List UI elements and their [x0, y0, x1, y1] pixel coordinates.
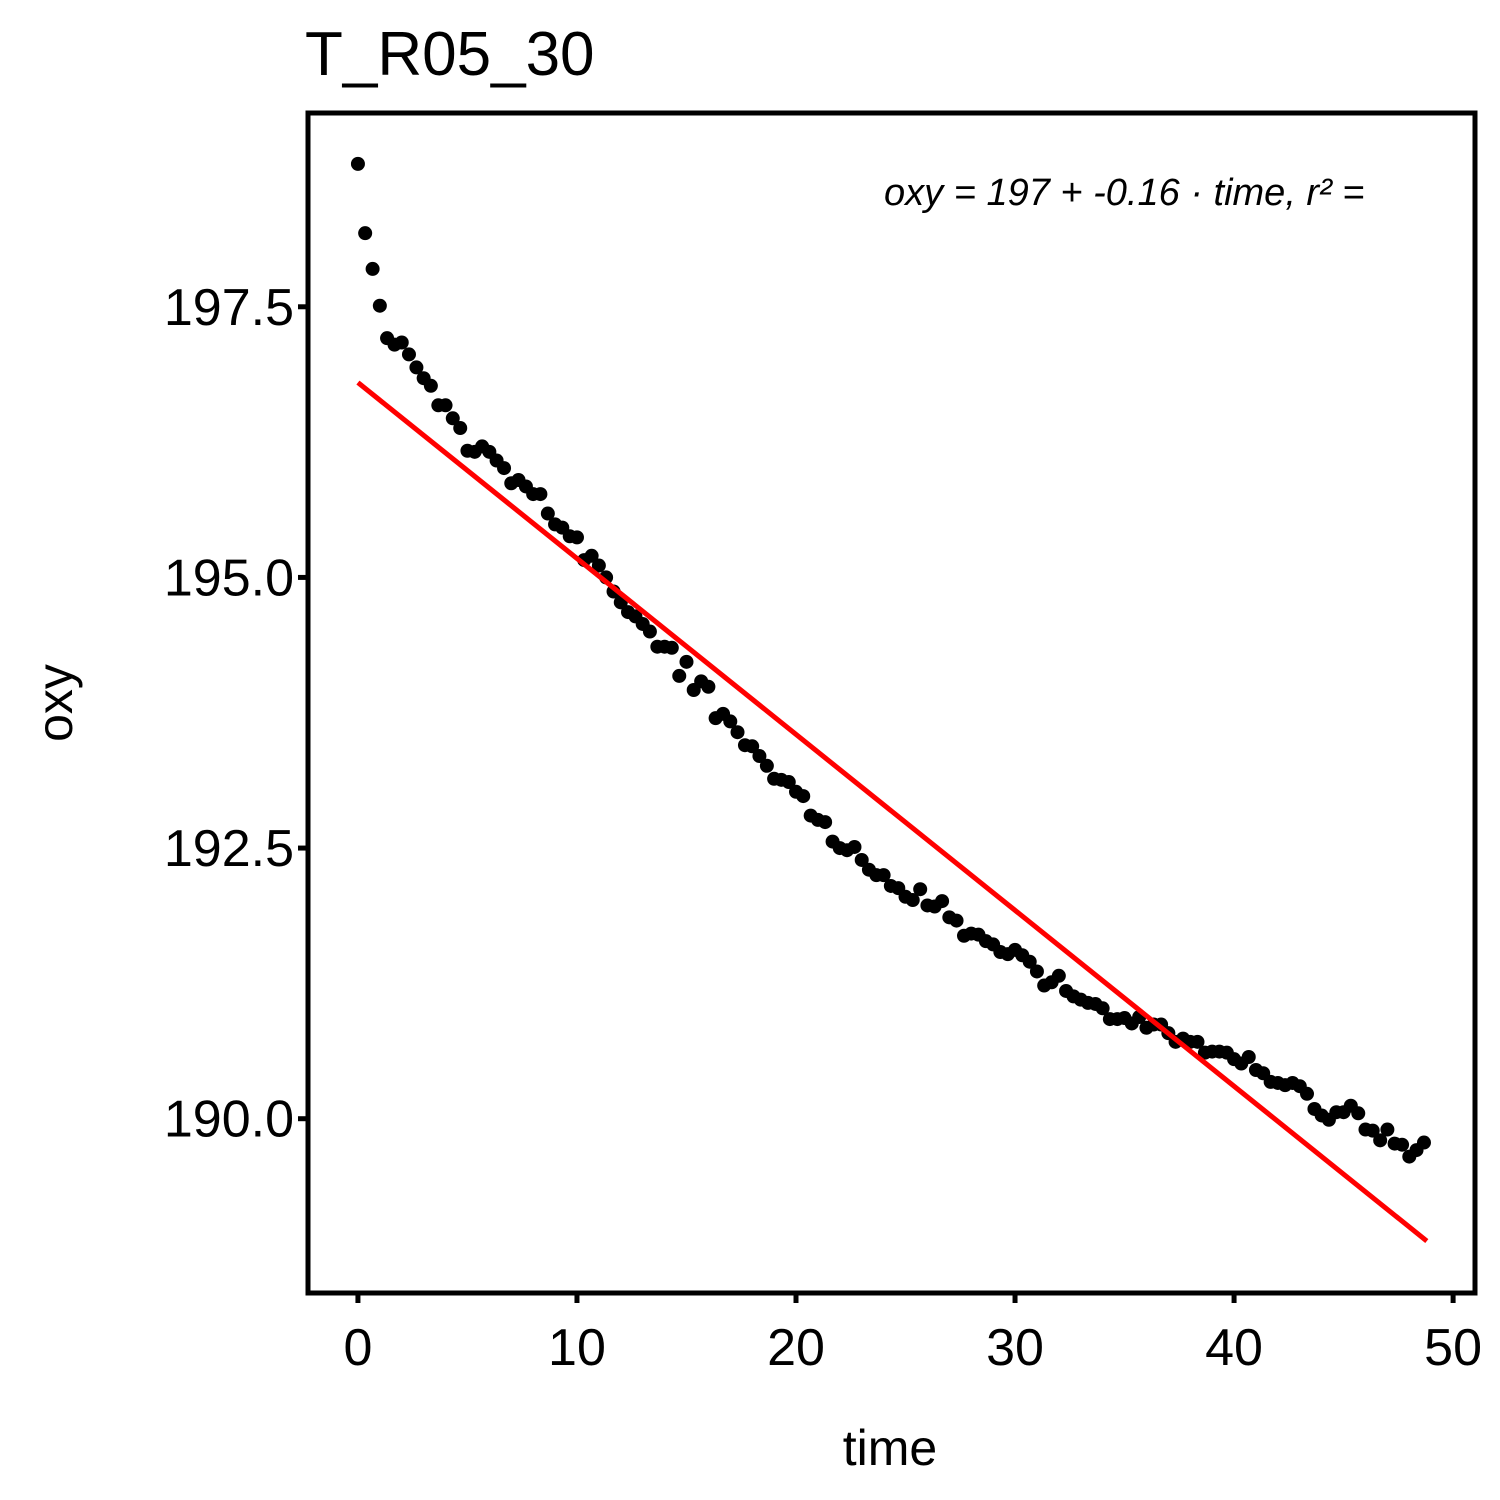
- data-point: [1373, 1133, 1388, 1148]
- data-point: [1416, 1135, 1431, 1150]
- y-axis-label: oxy: [27, 664, 83, 742]
- data-point: [745, 739, 760, 754]
- data-point: [372, 298, 387, 313]
- data-point: [701, 679, 716, 694]
- data-point: [847, 839, 862, 854]
- data-point: [409, 360, 424, 375]
- plot-area: [350, 156, 1431, 1243]
- x-tick-label: 10: [548, 1319, 606, 1377]
- data-point: [949, 913, 964, 928]
- data-point: [584, 548, 599, 563]
- data-point: [350, 156, 365, 171]
- data-point: [1300, 1086, 1315, 1101]
- data-point: [672, 668, 687, 683]
- data-point: [1395, 1137, 1410, 1152]
- data-point: [854, 852, 869, 867]
- data-point: [497, 461, 512, 476]
- data-point: [1351, 1106, 1366, 1121]
- fit-line: [356, 380, 1429, 1243]
- data-point: [1022, 954, 1037, 969]
- y-tick-label: 197.5: [164, 279, 294, 337]
- data-point: [438, 398, 453, 413]
- data-point: [679, 654, 694, 669]
- data-point: [1365, 1123, 1380, 1138]
- data-point: [935, 894, 950, 909]
- data-point: [759, 758, 774, 773]
- data-point: [1190, 1034, 1205, 1049]
- x-tick-label: 40: [1205, 1319, 1263, 1377]
- panel-border: [305, 110, 1478, 1296]
- data-point: [1029, 964, 1044, 979]
- data-point: [1241, 1050, 1256, 1064]
- data-point: [642, 624, 657, 639]
- annotation: oxy = 197 + -0.16 · time, r² =: [884, 172, 1365, 214]
- data-point: [569, 530, 584, 545]
- data-point: [781, 775, 796, 790]
- x-axis-label: time: [843, 1420, 937, 1476]
- y-tick-label: 190.0: [164, 1091, 294, 1149]
- data-point: [876, 868, 891, 883]
- data-point: [664, 640, 679, 655]
- x-tick-label: 30: [986, 1319, 1044, 1377]
- data-point: [540, 506, 555, 521]
- data-point: [752, 749, 767, 764]
- data-point: [401, 347, 416, 362]
- data-point: [533, 487, 548, 502]
- data-point: [445, 411, 460, 426]
- x-tick-label: 50: [1424, 1319, 1482, 1377]
- data-point: [453, 421, 468, 436]
- data-point: [394, 335, 409, 350]
- data-point: [913, 882, 928, 897]
- data-point: [730, 725, 745, 740]
- x-tick-label: 0: [343, 1319, 372, 1377]
- data-point: [591, 558, 606, 573]
- data-point: [905, 893, 920, 908]
- data-point: [723, 714, 738, 729]
- data-point: [1051, 968, 1066, 983]
- data-point: [1095, 1001, 1110, 1016]
- data-point: [1380, 1122, 1395, 1137]
- data-point: [423, 378, 438, 393]
- data-point: [818, 815, 833, 830]
- x-tick-label: 20: [767, 1319, 825, 1377]
- data-point: [365, 261, 380, 276]
- y-tick-label: 195.0: [164, 549, 294, 607]
- data-point: [796, 789, 811, 804]
- y-tick-label: 192.5: [164, 820, 294, 878]
- chart-title: T_R05_30: [305, 20, 595, 89]
- data-point: [358, 226, 373, 241]
